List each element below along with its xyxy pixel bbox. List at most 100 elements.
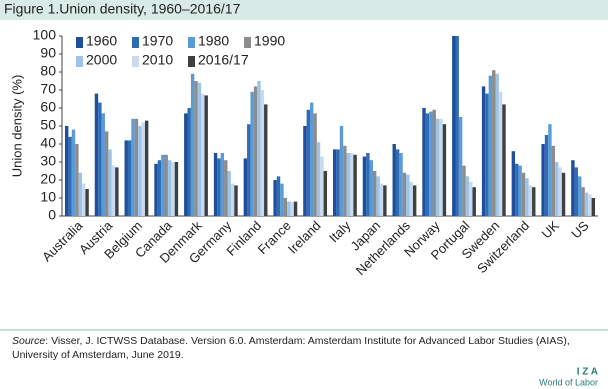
logo: I Z A (577, 367, 598, 378)
chart-title: Figure 1.Union density, 1960–2016/17 (4, 1, 241, 17)
y-tick-label: 60 (40, 99, 56, 115)
bar (316, 142, 321, 216)
bar (303, 126, 307, 216)
bar (455, 36, 459, 216)
bar (518, 165, 522, 216)
legend-label: 1990 (254, 33, 285, 49)
bar (528, 185, 533, 216)
bar (101, 113, 105, 216)
bar (558, 167, 562, 216)
bar (164, 154, 168, 216)
bar (409, 181, 413, 216)
bar (276, 176, 281, 216)
bar (167, 160, 172, 216)
bar (98, 102, 102, 216)
bar (555, 162, 559, 216)
bar (124, 140, 128, 216)
bar (591, 198, 596, 216)
bar (306, 109, 311, 216)
y-tick-label: 80 (40, 63, 56, 79)
bar (472, 187, 476, 216)
bar (336, 149, 340, 216)
bar (201, 93, 205, 216)
bar (353, 154, 357, 216)
y-tick-label: 10 (40, 189, 56, 205)
x-tick-label: Australia (39, 217, 86, 264)
bar (452, 36, 456, 216)
bar (346, 153, 350, 216)
bar (581, 187, 585, 216)
bar (548, 124, 552, 216)
bar (349, 153, 354, 216)
bar (532, 187, 536, 216)
bar (64, 126, 69, 216)
bar (287, 201, 291, 216)
bar (75, 144, 79, 216)
bar (283, 198, 288, 216)
legend-label: 1980 (198, 33, 229, 49)
bar (250, 91, 254, 216)
bar (310, 102, 314, 216)
bar (115, 167, 119, 216)
bar (174, 162, 179, 216)
bar (425, 113, 430, 216)
bar (343, 145, 347, 216)
y-tick-label: 100 (33, 27, 57, 43)
x-tick-label: France (255, 218, 294, 257)
bar (379, 183, 384, 216)
bar (574, 167, 579, 216)
bar (154, 163, 158, 216)
bar (85, 189, 89, 216)
bar (432, 109, 436, 216)
bar (161, 154, 165, 216)
source-note: Source: Visser, J. ICTWSS Database. Vers… (12, 334, 597, 362)
legend-label: 1960 (86, 33, 117, 49)
legend-swatch (76, 37, 83, 48)
bar (541, 144, 545, 216)
bar (257, 81, 261, 216)
bar (561, 172, 566, 216)
legend-swatch (76, 56, 83, 67)
logo-subtitle: World of Labor (539, 377, 598, 387)
legend-label: 2016/17 (198, 52, 249, 68)
bar (571, 160, 575, 216)
bar (372, 171, 377, 216)
bar (224, 160, 228, 216)
bar (412, 185, 417, 216)
bar (194, 81, 198, 216)
legend-swatch (132, 37, 139, 48)
bar (138, 126, 142, 216)
bar (144, 120, 149, 216)
bar (515, 163, 519, 216)
bar (171, 162, 175, 216)
bar (68, 136, 72, 216)
bar (320, 156, 324, 216)
legend-swatch (132, 56, 139, 67)
bar (458, 117, 463, 216)
bar (293, 201, 298, 216)
legend-swatch (244, 37, 251, 48)
x-tick-label: Ireland (285, 218, 324, 257)
bar (422, 108, 426, 216)
bar (247, 124, 251, 216)
bar (383, 185, 387, 216)
x-tick-label: US (568, 218, 592, 242)
bar (141, 122, 145, 216)
bar (234, 185, 238, 216)
bar (220, 153, 225, 216)
bar (104, 131, 109, 216)
bar (588, 194, 592, 216)
bar (521, 172, 526, 216)
bar (366, 153, 370, 216)
bar (273, 180, 277, 216)
bar (498, 91, 503, 216)
bar (323, 171, 328, 216)
bar (502, 104, 506, 216)
legend-label: 1970 (142, 33, 173, 49)
bar (435, 118, 440, 216)
bar (339, 126, 344, 216)
bar (78, 172, 82, 216)
y-tick-label: 40 (40, 135, 56, 151)
